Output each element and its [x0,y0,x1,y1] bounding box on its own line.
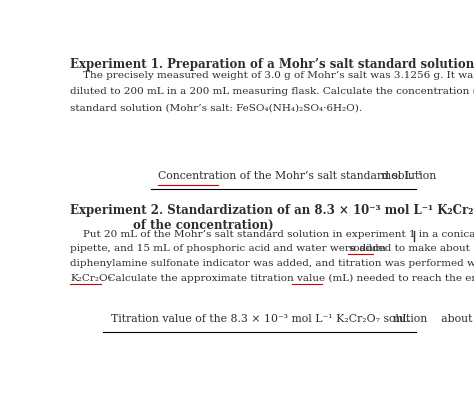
Text: mL: mL [392,314,410,324]
Text: mol L⁻¹: mol L⁻¹ [381,171,422,181]
Text: The precisely measured weight of 3.0 g of Mohr’s salt was 3.1256 g. It was disso: The precisely measured weight of 3.0 g o… [70,71,474,80]
Text: pipette, and 15 mL of phosphoric acid and water were added to make about 100 mL.: pipette, and 15 mL of phosphoric acid an… [70,244,474,253]
Text: Experiment 2. Standardization of an 8.3 × 10⁻³ mol L⁻¹ K₂Cr₂O₇ solution (determi: Experiment 2. Standardization of an 8.3 … [70,204,474,217]
Text: K₂Cr₂O₇: K₂Cr₂O₇ [70,274,112,283]
Text: sodium: sodium [348,244,386,253]
Text: Titration value of the 8.3 × 10⁻³ mol L⁻¹ K₂Cr₂O₇ solution    about: Titration value of the 8.3 × 10⁻³ mol L⁻… [110,314,472,324]
Text: . Calculate the approximate titration value (mL) needed to reach the end point.: . Calculate the approximate titration va… [101,274,474,284]
Text: Put 20 mL of the Mohr’s salt standard solution in experiment 1 in a conical beak: Put 20 mL of the Mohr’s salt standard so… [70,229,474,238]
Text: diluted to 200 mL in a 200 mL measuring flask. Calculate the concentration (mol : diluted to 200 mL in a 200 mL measuring … [70,87,474,97]
Text: of the concentration): of the concentration) [133,219,273,232]
Text: Experiment 1. Preparation of a Mohr’s salt standard solution: Experiment 1. Preparation of a Mohr’s sa… [70,58,474,71]
Text: standard solution (Mohr’s salt: FeSO₄(NH₄)₂SO₄·6H₂O).: standard solution (Mohr’s salt: FeSO₄(NH… [70,103,363,113]
Text: Concentration of the Mohr’s salt standard solution: Concentration of the Mohr’s salt standar… [158,171,437,181]
Text: diphenylamine sulfonate indicator was added, and titration was performed with th: diphenylamine sulfonate indicator was ad… [70,259,474,268]
